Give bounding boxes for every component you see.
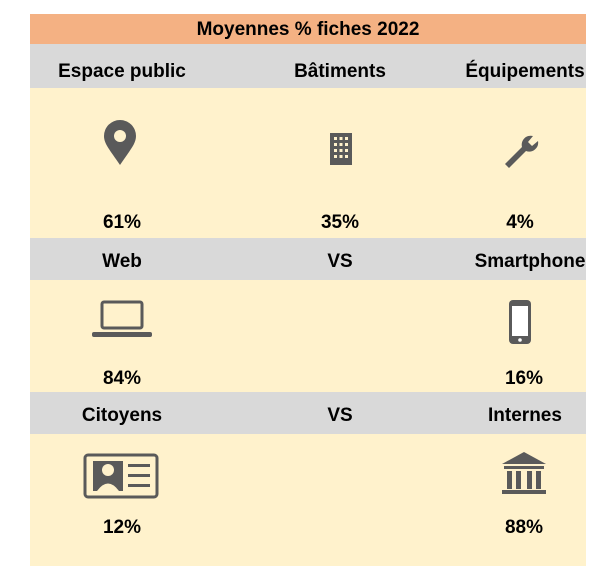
header: Smartphone [475, 251, 586, 272]
header: Citoyens [82, 405, 162, 426]
value: 88% [505, 517, 543, 538]
phone-icon [509, 300, 531, 344]
value: 16% [505, 368, 543, 389]
header: Espace public [58, 61, 186, 82]
value: 84% [103, 368, 141, 389]
title-bar [30, 14, 586, 44]
value: 35% [321, 212, 359, 233]
header: Équipements [465, 60, 584, 82]
wrench-icon [505, 135, 539, 168]
id-card-icon [83, 453, 159, 499]
header: VS [327, 251, 352, 272]
header-row [30, 392, 586, 434]
building-icon [330, 133, 352, 165]
header-row [30, 238, 586, 280]
value: 61% [103, 212, 141, 233]
title: Moyennes % fiches 2022 [197, 19, 420, 40]
header-row [30, 44, 586, 88]
value: 12% [103, 517, 141, 538]
header: VS [327, 405, 352, 426]
header: Web [102, 251, 142, 272]
header: Internes [488, 405, 562, 426]
bank-icon [502, 452, 546, 494]
panel [30, 88, 586, 238]
laptop-icon [92, 300, 152, 337]
value: 4% [506, 212, 534, 233]
header: Bâtiments [294, 61, 386, 82]
pin-icon [104, 120, 136, 165]
